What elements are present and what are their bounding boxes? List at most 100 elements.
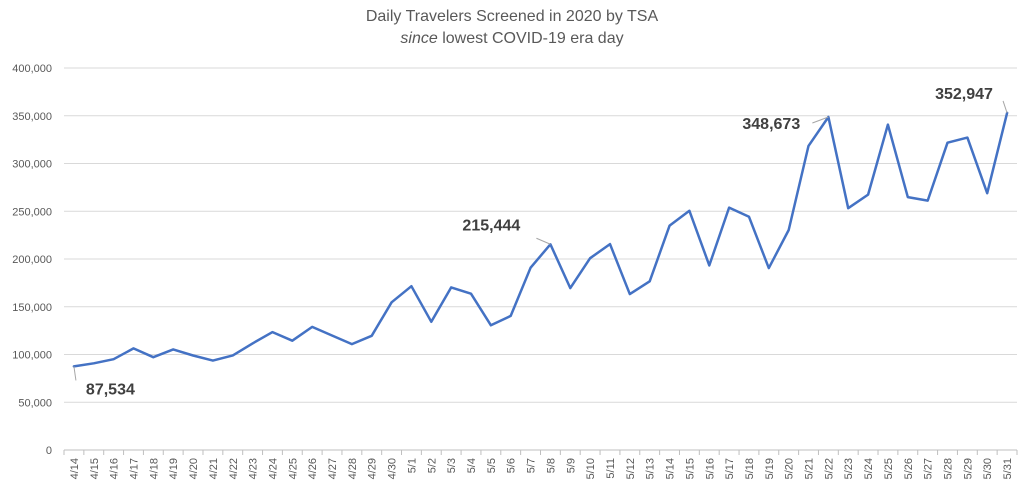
data-point: [867, 193, 869, 196]
x-tick-label: 4/26: [307, 458, 319, 479]
data-point: [410, 285, 413, 287]
x-tick-label: 4/23: [248, 458, 260, 479]
x-tick-label: 5/21: [804, 458, 816, 479]
x-tick-label: 5/16: [704, 458, 716, 479]
x-tick-label: 5/28: [943, 458, 955, 479]
x-tick-label: 4/19: [168, 458, 180, 479]
x-tick-label: 4/22: [228, 458, 240, 479]
x-tick-label: 5/14: [665, 458, 677, 479]
x-tick-label: 5/22: [823, 458, 835, 479]
x-tick-label: 5/4: [466, 458, 478, 473]
chart-subtitle-rest: lowest COVID-19 era day: [437, 30, 624, 47]
data-point: [192, 354, 194, 357]
x-tick-label: 5/30: [982, 458, 994, 479]
data-point: [887, 123, 889, 126]
x-tick-label: 5/6: [506, 458, 518, 473]
data-point: [470, 292, 472, 295]
annotation-label: 352,947: [935, 86, 993, 103]
data-point: [728, 206, 730, 209]
data-point: [231, 354, 234, 357]
annotation-label: 215,444: [462, 217, 520, 234]
data-point: [807, 145, 810, 147]
x-tick-label: 4/24: [267, 458, 279, 479]
data-point: [629, 293, 631, 295]
y-tick-label: 100,000: [12, 350, 52, 362]
annotation-leader: [536, 237, 551, 245]
data-point: [986, 192, 989, 195]
x-tick-label: 5/12: [625, 458, 637, 479]
x-tick-label: 4/18: [148, 458, 160, 479]
series-line: [72, 111, 1009, 368]
data-point: [251, 342, 254, 345]
x-tick-label: 5/3: [446, 458, 458, 473]
x-tick-label: 5/11: [605, 458, 617, 479]
x-tick-label: 5/1: [406, 458, 418, 473]
data-point: [768, 267, 770, 269]
y-tick-label: 50,000: [18, 397, 52, 409]
data-point: [291, 339, 294, 342]
data-point: [112, 358, 115, 360]
x-tick-label: 5/25: [883, 458, 895, 479]
data-point: [609, 243, 611, 245]
y-tick-label: 350,000: [12, 111, 52, 123]
data-point: [152, 356, 155, 359]
data-point: [331, 334, 333, 337]
data-point: [589, 257, 591, 259]
x-tick-label: 5/17: [724, 458, 736, 479]
data-point: [648, 280, 651, 283]
y-tick-label: 400,000: [12, 63, 52, 75]
data-point: [92, 362, 95, 365]
data-point: [966, 136, 969, 139]
x-tick-label: 4/30: [387, 458, 399, 479]
data-point: [529, 266, 532, 269]
x-tick-label: 5/26: [903, 458, 915, 479]
chart-subtitle: since lowest COVID-19 era day: [0, 28, 1024, 50]
data-point: [787, 229, 790, 231]
chart-title: Daily Travelers Screened in 2020 by TSA: [365, 8, 659, 25]
x-tick-label: 5/31: [1002, 458, 1014, 479]
x-tick-label: 5/19: [764, 458, 776, 479]
x-tick-label: 5/10: [585, 458, 597, 479]
data-point: [708, 264, 711, 267]
x-tick-label: 4/17: [128, 458, 140, 479]
y-tick-label: 250,000: [12, 206, 52, 218]
x-tick-label: 5/9: [565, 458, 577, 473]
data-point: [311, 326, 313, 328]
chart-title-block: Daily Travelers Screened in 2020 by TSA …: [0, 6, 1024, 50]
annotation-leader: [73, 366, 77, 381]
x-tick-label: 5/20: [784, 458, 796, 479]
data-point: [688, 210, 691, 212]
x-tick-label: 5/5: [486, 458, 498, 473]
data-point: [430, 320, 433, 323]
x-tick-label: 4/20: [188, 458, 200, 479]
data-point: [926, 199, 929, 202]
annotations: 87,534 215,444 348,673 352,947: [73, 86, 1008, 398]
x-tick-label: 4/21: [208, 458, 220, 479]
data-point: [668, 224, 671, 227]
gridlines: [64, 67, 1017, 451]
data-point: [172, 348, 174, 351]
data-point: [748, 216, 750, 218]
data-point: [271, 331, 274, 333]
x-tick-label: 4/25: [287, 458, 299, 479]
data-point: [370, 334, 373, 337]
annotation-label: 87,534: [86, 381, 135, 398]
y-tick-label: 0: [46, 445, 52, 457]
x-tick-label: 5/7: [526, 458, 538, 473]
data-point: [132, 347, 135, 350]
data-point: [450, 286, 452, 289]
x-tick-label: 5/2: [426, 458, 438, 473]
x-tick-label: 5/15: [684, 458, 696, 479]
x-tick-label: 4/29: [367, 458, 379, 479]
data-point: [907, 196, 909, 198]
data-point: [490, 324, 492, 327]
data-point: [847, 207, 850, 210]
x-tick-label: 5/27: [923, 458, 935, 479]
x-tick-label: 4/16: [109, 458, 121, 479]
data-point: [569, 287, 572, 289]
data-point: [212, 359, 214, 362]
x-tick-label: 5/23: [843, 458, 855, 479]
x-tick-label: 4/15: [89, 458, 101, 479]
x-tick-label: 5/24: [863, 458, 875, 479]
